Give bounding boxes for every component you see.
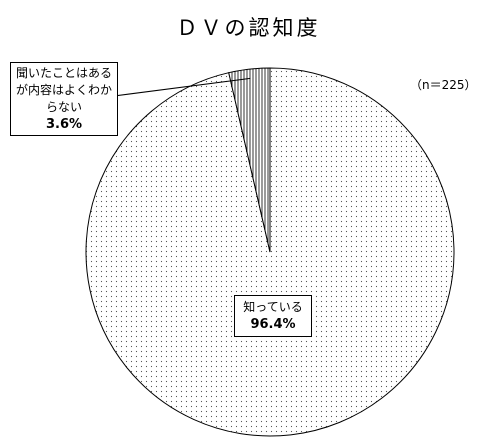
slice-label: 聞いたことはあるが内容はよくわからない 3.6% xyxy=(10,62,118,136)
slice-label: 知っている 96.4% xyxy=(234,295,312,337)
leader-line xyxy=(113,77,251,97)
pie-slice xyxy=(228,67,271,253)
value-label: 96.4% xyxy=(250,317,296,332)
category-label: 知っている xyxy=(243,300,303,314)
value-label: 3.6% xyxy=(45,117,83,132)
chart-title: ＤＶの認知度 xyxy=(176,16,321,40)
annotation: （n＝225） xyxy=(410,78,477,92)
category-label: 聞いたことはあるが内容はよくわからない xyxy=(16,66,113,114)
